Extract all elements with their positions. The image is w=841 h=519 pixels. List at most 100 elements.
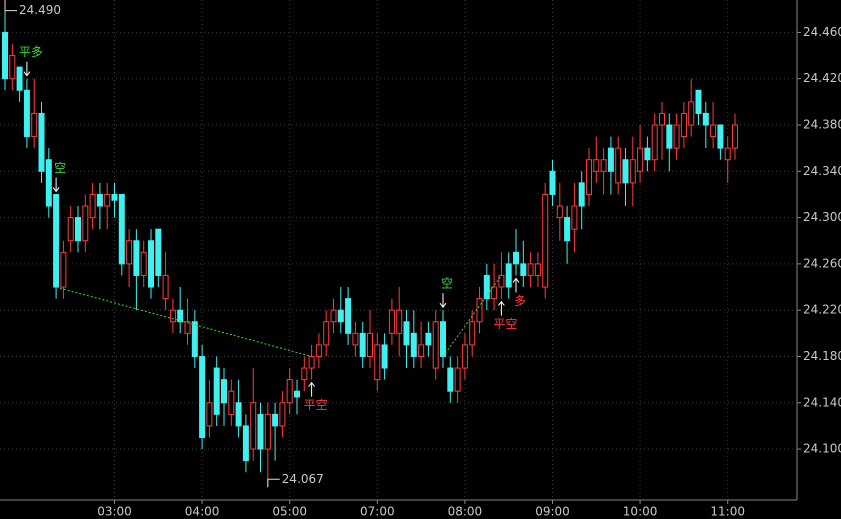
candle-body	[542, 193, 549, 288]
candle-body	[381, 344, 388, 369]
signal-label: 平多	[19, 45, 43, 59]
candle-body	[177, 309, 184, 323]
y-tick-label: 24.380	[803, 118, 841, 132]
candle-body	[148, 240, 154, 288]
candle-body	[184, 321, 191, 334]
candle-body	[622, 159, 629, 184]
y-tick-label: 24.300	[803, 210, 841, 224]
x-tick-label: 05:00	[272, 505, 307, 519]
trade-line	[55, 286, 312, 357]
candle-body	[593, 159, 600, 172]
candle-body	[45, 159, 52, 207]
candle-body	[286, 379, 293, 404]
signal-label: 多	[514, 294, 526, 308]
candle-body	[549, 170, 556, 195]
y-tick-label: 24.340	[803, 164, 841, 178]
candle-body	[491, 286, 498, 300]
candle-body	[140, 251, 147, 276]
candle-body	[418, 344, 425, 357]
y-tick-label: 24.140	[803, 395, 841, 409]
candle-body	[323, 321, 330, 346]
candle-body	[359, 332, 366, 357]
candle-body	[23, 89, 30, 138]
candle-body	[600, 159, 607, 172]
candle-body	[578, 182, 585, 207]
signal-arrow	[52, 177, 60, 193]
candle-body	[242, 425, 249, 462]
candle-body	[89, 193, 96, 219]
x-tick-label: 10:00	[623, 505, 658, 519]
candle-body	[680, 112, 687, 138]
candle-body	[505, 263, 512, 288]
candle-body	[53, 193, 60, 288]
candle-body	[564, 217, 571, 242]
candle-body	[337, 309, 344, 323]
x-tick-label: 04:00	[185, 505, 220, 519]
signal-arrow	[308, 381, 315, 397]
candle-body	[629, 159, 636, 184]
candle-body	[710, 124, 717, 138]
candle-body	[534, 263, 541, 276]
candle-body	[126, 240, 133, 265]
candle-body	[191, 321, 198, 357]
candle-body	[432, 321, 439, 369]
candle-body	[732, 124, 738, 149]
candle-body	[264, 413, 271, 450]
candle-body	[104, 193, 111, 207]
extreme-label: 24.490	[19, 3, 61, 17]
signal-arrow	[439, 293, 447, 309]
trade-line	[442, 275, 502, 357]
candle-body	[162, 274, 169, 300]
candle-body	[410, 332, 417, 357]
candle-body	[67, 217, 74, 242]
signal-arrow	[498, 300, 505, 316]
candle-body	[111, 193, 118, 201]
extreme-label: 24.067	[282, 472, 324, 486]
candle-body	[498, 274, 505, 288]
candle-body	[301, 367, 308, 381]
candle-body	[352, 332, 359, 346]
candle-body	[308, 355, 315, 369]
candle-body	[155, 228, 162, 276]
candle-body	[425, 332, 432, 346]
candle-body	[695, 89, 702, 114]
signal-label: 空	[441, 277, 453, 291]
candle-body	[315, 344, 322, 357]
candle-body	[31, 112, 38, 138]
candle-body	[228, 390, 235, 415]
candle-body	[513, 251, 519, 265]
y-tick-label: 24.420	[803, 71, 841, 85]
candle-body	[235, 402, 242, 427]
candle-body	[724, 147, 731, 161]
candle-body	[345, 298, 352, 334]
x-tick-label: 08:00	[448, 505, 483, 519]
candle-body	[637, 147, 644, 172]
candle-body	[75, 217, 81, 242]
candle-body	[250, 402, 257, 450]
candle-body	[257, 413, 264, 450]
y-tick-label: 24.220	[803, 303, 841, 317]
candle-body	[374, 344, 381, 381]
x-tick-label: 03:00	[97, 505, 132, 519]
candle-body	[330, 309, 337, 323]
candle-body	[461, 344, 468, 369]
candle-body	[9, 55, 16, 80]
candle-body	[440, 321, 446, 357]
candle-body	[447, 367, 454, 392]
candle-body	[38, 112, 45, 172]
candle-body	[659, 112, 665, 126]
candle-body	[199, 355, 206, 438]
candle-body	[717, 124, 724, 149]
candle-body	[16, 66, 23, 91]
candle-body	[702, 112, 709, 126]
candle-body	[294, 390, 300, 398]
y-tick-label: 24.100	[803, 442, 841, 456]
extreme-pointer	[4, 0, 17, 12]
y-tick-label: 24.460	[803, 25, 841, 39]
candle-body	[483, 274, 490, 300]
candle-body	[279, 402, 286, 427]
candle-body	[644, 147, 651, 161]
candle-body	[118, 193, 125, 265]
candle-body	[615, 147, 622, 184]
